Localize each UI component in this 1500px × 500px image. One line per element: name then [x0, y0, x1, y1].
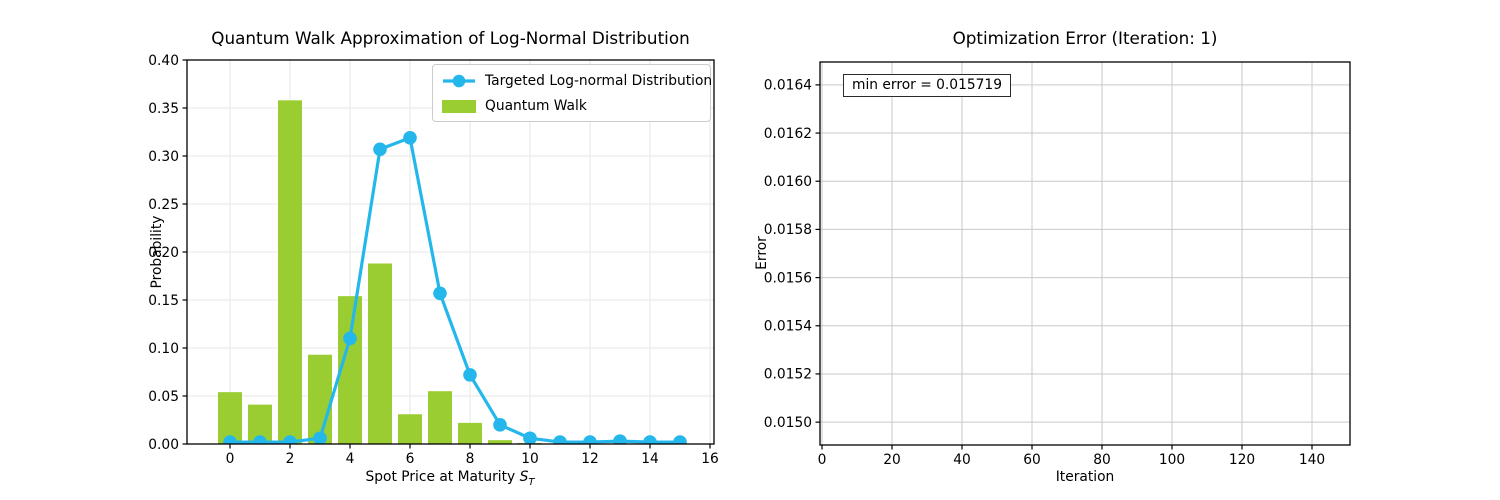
bar: [488, 440, 512, 444]
line-marker: [673, 435, 687, 444]
x-tick-label: 0: [818, 452, 827, 468]
line-marker: [493, 418, 507, 432]
line-marker: [553, 435, 567, 444]
y-tick-label: 0.0164: [764, 78, 812, 94]
bar: [398, 414, 422, 444]
bar-swatch-icon: [442, 99, 476, 113]
x-tick-label: 120: [1229, 452, 1255, 468]
y-tick-label: 0.30: [148, 149, 179, 165]
x-tick-label: 100: [1159, 452, 1185, 468]
y-tick-label: 0.0154: [764, 319, 812, 335]
x-tick-label: 140: [1299, 452, 1325, 468]
y-tick-label: 0.0158: [764, 222, 812, 238]
y-tick-label: 0.0150: [764, 415, 812, 431]
y-tick-label: 0.35: [148, 101, 179, 117]
line-marker: [403, 130, 417, 145]
line-marker: [253, 435, 267, 444]
x-tick-label: 0: [226, 451, 235, 467]
legend-entry-bar: Quantum Walk: [442, 96, 701, 116]
x-tick-label: 40: [953, 452, 971, 468]
y-tick-label: 0.0152: [764, 367, 812, 383]
right-chart-title: Optimization Error (Iteration: 1): [952, 28, 1218, 48]
x-tick-label: 16: [701, 451, 719, 467]
legend-label-bar: Quantum Walk: [485, 98, 587, 114]
line-marker: [643, 435, 657, 444]
y-tick-label: 0.25: [148, 197, 179, 213]
x-tick-label: 2: [286, 451, 295, 467]
legend: Targeted Log-normal Distribution Quantum…: [432, 64, 712, 122]
bar: [278, 100, 302, 444]
line-marker: [223, 435, 237, 444]
bar: [308, 354, 332, 444]
x-tick-label: 4: [346, 451, 355, 467]
line-marker: [523, 431, 537, 444]
line-marker: [283, 435, 297, 444]
y-tick-label: 0.00: [148, 437, 179, 453]
x-tick-label: 12: [581, 451, 599, 467]
line-series: [230, 135, 680, 444]
left-x-axis-label-text: Spot Price at Maturity: [365, 469, 520, 485]
legend-label-line: Targeted Log-normal Distribution: [485, 73, 713, 89]
bar: [368, 263, 392, 444]
x-tick-label: 8: [466, 451, 475, 467]
line-marker: [373, 142, 387, 157]
x-tick-label: 60: [1023, 452, 1041, 468]
legend-entry-line: Targeted Log-normal Distribution: [442, 71, 712, 91]
x-tick-label: 6: [406, 451, 415, 467]
plot-spines: [819, 61, 1351, 446]
series-group: [218, 100, 687, 444]
x-tick-label: 14: [641, 451, 659, 467]
left-x-axis-label-sub: T: [528, 476, 535, 488]
y-tick-label: 0.20: [148, 245, 179, 261]
min-error-annotation: min error = 0.015719: [843, 74, 1011, 97]
x-tick-label: 80: [1093, 452, 1111, 468]
line-marker: [613, 434, 627, 444]
y-tick-label: 0.0162: [764, 126, 812, 142]
line-marker: [343, 331, 357, 346]
line-marker: [433, 286, 447, 301]
left-x-axis-label-var: S: [519, 469, 529, 485]
y-tick-label: 0.10: [148, 341, 179, 357]
bar: [458, 422, 482, 444]
left-x-axis-label: Spot Price at Maturity ST: [366, 469, 535, 488]
line-marker-icon: [443, 74, 475, 88]
right-y-axis-label: Error: [754, 236, 770, 270]
y-tick-label: 0.15: [148, 293, 179, 309]
line-marker: [583, 435, 597, 444]
y-tick-label: 0.0160: [764, 174, 812, 190]
bar: [428, 391, 452, 444]
right-x-axis-label: Iteration: [1055, 469, 1115, 485]
x-tick-label: 10: [521, 451, 539, 467]
left-chart-title: Quantum Walk Approximation of Log-Normal…: [211, 28, 690, 48]
y-tick-label: 0.05: [148, 389, 179, 405]
x-tick-label: 20: [883, 452, 901, 468]
line-marker: [313, 431, 327, 444]
left-y-axis-label: Probability: [149, 215, 165, 289]
line-marker: [463, 368, 477, 382]
y-tick-label: 0.0156: [764, 270, 812, 286]
y-tick-label: 0.40: [148, 53, 179, 69]
